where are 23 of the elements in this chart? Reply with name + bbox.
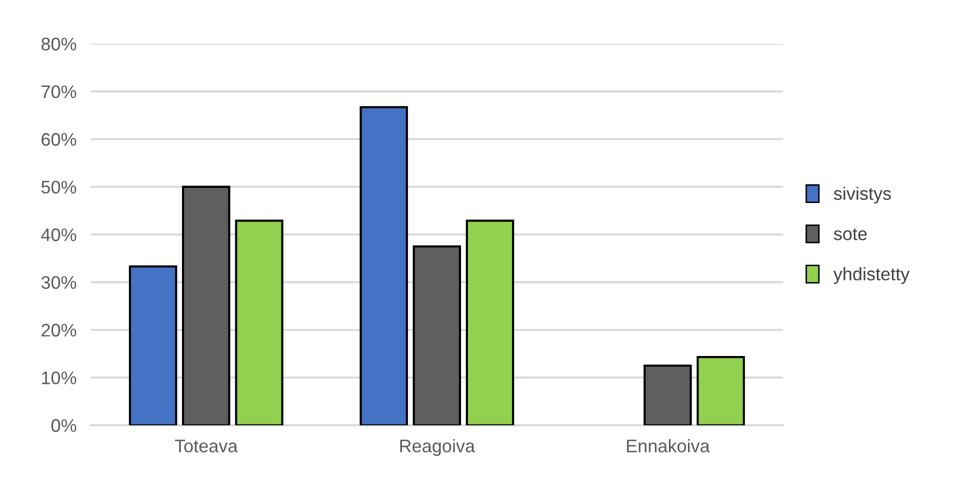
x-tick-label: Ennakoiva bbox=[627, 439, 710, 452]
y-tick-label: 0% bbox=[51, 419, 76, 432]
y-tick-label: 10% bbox=[42, 371, 76, 384]
bar bbox=[412, 245, 462, 426]
y-tick-label: 50% bbox=[41, 180, 76, 194]
bar bbox=[128, 265, 178, 426]
x-tick-label: Reagoiva bbox=[400, 439, 476, 456]
bar bbox=[360, 106, 408, 426]
y-tick-label: 30% bbox=[41, 276, 76, 289]
y-tick-label: 60% bbox=[42, 133, 76, 146]
legend-label: yhdistetty bbox=[833, 267, 910, 284]
bar bbox=[235, 220, 284, 426]
x-tick-label: Toteava bbox=[174, 440, 238, 452]
y-tick-label: 80% bbox=[41, 38, 76, 50]
bar bbox=[696, 356, 745, 426]
y-tick-label: 70% bbox=[42, 85, 76, 98]
legend-label: sivistys bbox=[834, 186, 891, 204]
bar bbox=[182, 186, 230, 426]
bar bbox=[466, 220, 514, 426]
legend-label: sote bbox=[834, 228, 867, 240]
bar bbox=[644, 364, 692, 426]
y-tick-label: 40% bbox=[41, 228, 76, 242]
y-tick-label: 20% bbox=[42, 324, 76, 337]
